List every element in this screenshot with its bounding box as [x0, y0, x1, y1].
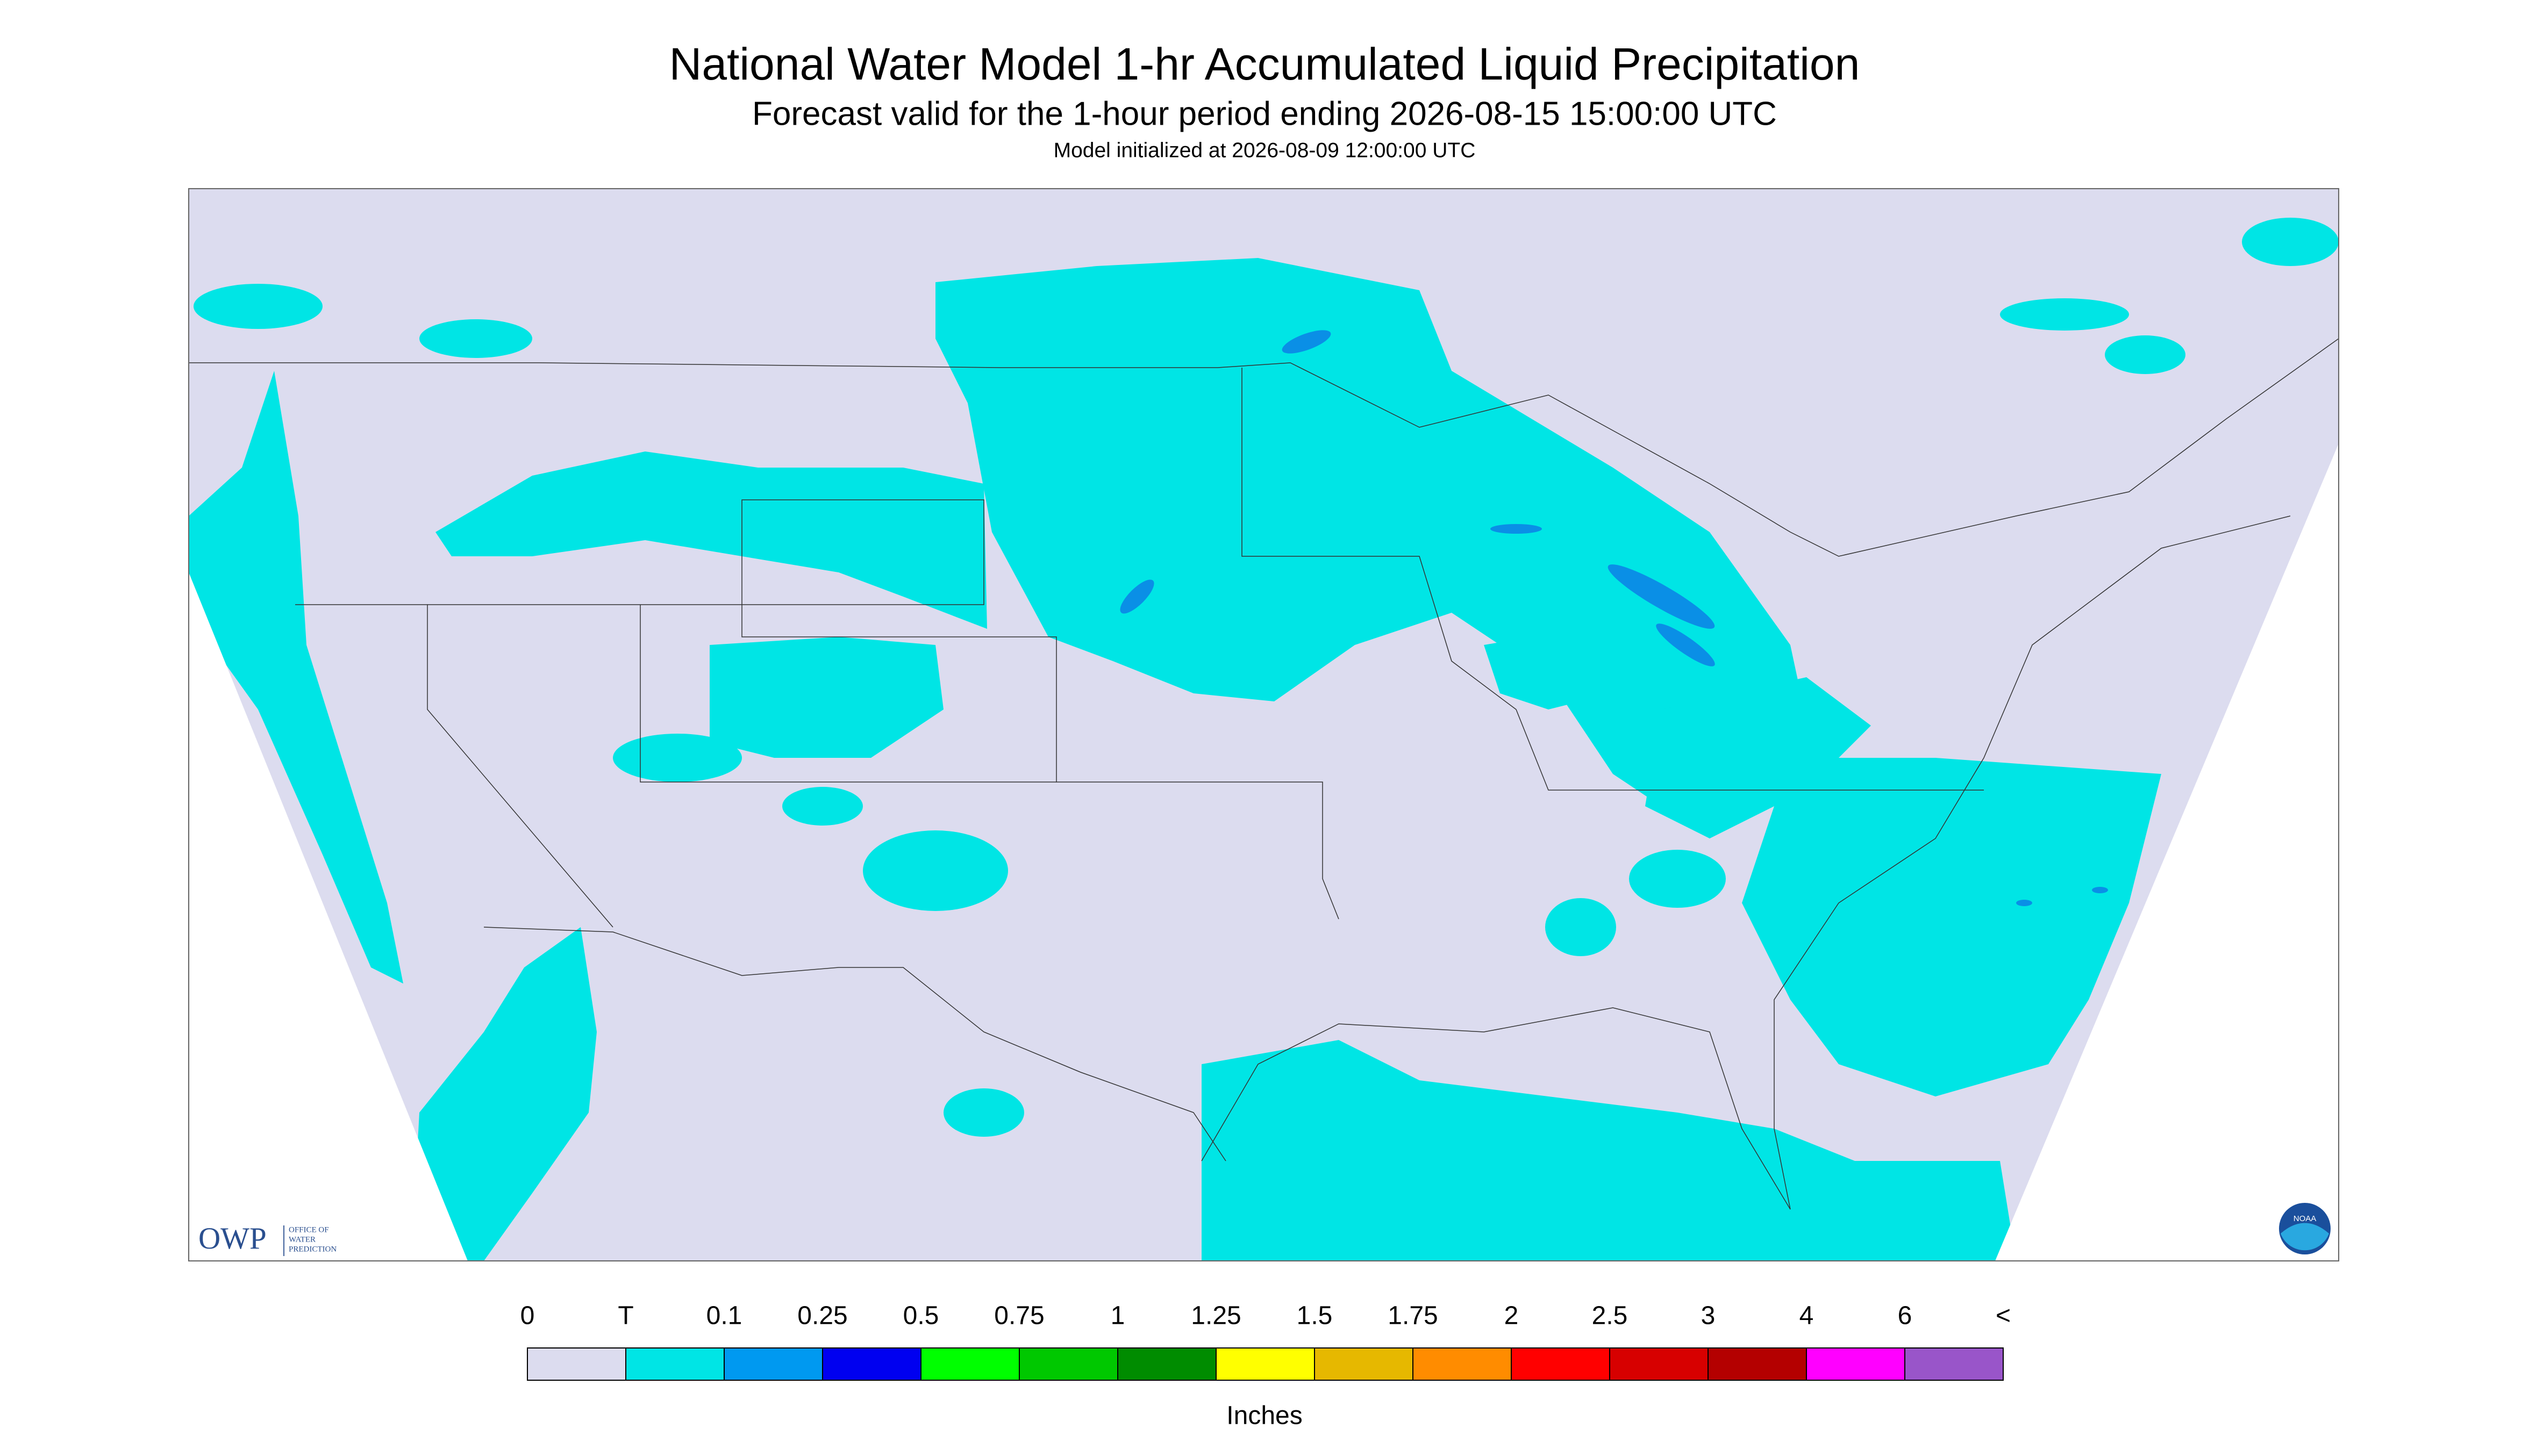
coastline — [1201, 515, 2291, 1210]
legend-label: 3 — [1701, 1302, 1716, 1330]
legend-swatch — [1412, 1347, 1512, 1381]
legend-label: 1 — [1111, 1302, 1125, 1330]
legend-unit: Inches — [1226, 1402, 1302, 1430]
legend-label: 0 — [520, 1302, 535, 1330]
precip-area — [613, 734, 742, 782]
init-time: Model initialized at 2026-08-09 12:00:00… — [1054, 139, 1476, 162]
projection-mask — [189, 572, 468, 1261]
map-frame — [188, 188, 2340, 1262]
legend-label: 0.75 — [994, 1302, 1044, 1330]
precip-area — [435, 451, 987, 629]
owp-logo: OWP — [198, 1222, 267, 1256]
legend-label: 6 — [1898, 1302, 1912, 1330]
legend-label: 4 — [1799, 1302, 1814, 1330]
legend-swatch — [1609, 1347, 1709, 1381]
precip-area — [863, 830, 1008, 911]
state-border — [1241, 368, 1984, 791]
precip-area — [2105, 335, 2185, 374]
state-border — [295, 604, 613, 928]
state-border — [640, 605, 1056, 783]
legend-label: 1.75 — [1388, 1302, 1438, 1330]
precip-area — [944, 1088, 1024, 1137]
precip-area — [189, 371, 403, 984]
precip-area — [782, 787, 863, 826]
precip-area — [194, 284, 323, 329]
heavier-precip — [1282, 330, 1331, 354]
precip-area — [710, 637, 944, 758]
legend-swatch — [1904, 1347, 2004, 1381]
country-border — [483, 927, 1226, 1161]
legend-label: < — [1996, 1302, 2011, 1330]
legend-label: 1.5 — [1297, 1302, 1333, 1330]
legend-label: 2 — [1504, 1302, 1519, 1330]
precip-area — [1484, 629, 1613, 709]
precip-area — [1202, 1040, 2016, 1261]
legend-label: 2.5 — [1592, 1302, 1628, 1330]
legend-label: 1.25 — [1191, 1302, 1241, 1330]
heavier-precip — [2016, 900, 2032, 906]
legend-swatch — [1806, 1347, 1905, 1381]
noaa-logo-text: NOAA — [2294, 1214, 2317, 1223]
country-border — [189, 338, 2339, 557]
precip-area — [411, 927, 597, 1261]
precip-area — [1545, 898, 1616, 956]
heavier-precip — [1608, 564, 1715, 629]
noaa-logo-wave — [2281, 1223, 2329, 1251]
legend-swatch — [1117, 1347, 1217, 1381]
legend-label: 0.1 — [706, 1302, 742, 1330]
heavier-precip — [2092, 887, 2108, 893]
legend-swatch — [625, 1347, 725, 1381]
precip-area — [1645, 677, 1871, 838]
legend-label: 0.5 — [903, 1302, 939, 1330]
legend-swatch — [822, 1347, 921, 1381]
owp-logo-text: PREDICTION — [289, 1245, 337, 1253]
legend-label: 0.25 — [797, 1302, 847, 1330]
map: OWP OFFICE OF WATER PREDICTION NOAA — [188, 188, 2340, 1262]
precip-area — [1742, 758, 2161, 1096]
legend-label: T — [618, 1302, 633, 1330]
legend-swatch — [1511, 1347, 1610, 1381]
legend-swatch — [1019, 1347, 1118, 1381]
legend-swatch — [724, 1347, 823, 1381]
heavier-precip — [1490, 524, 1542, 534]
precip-area — [419, 319, 532, 358]
precip-area — [2242, 218, 2339, 266]
subtitle: Forecast valid for the 1-hour period end… — [752, 95, 1777, 132]
projection-mask — [1995, 443, 2339, 1261]
precip-area — [2000, 298, 2129, 331]
boundaries — [189, 338, 2339, 1210]
legend-swatch — [1314, 1347, 1413, 1381]
legend-swatch — [1216, 1347, 1315, 1381]
legend: 0 T 0.1 0.25 0.5 0.75 1 1.25 1.5 1.75 2 2.5 3 4 6 < — [520, 1302, 2011, 1381]
owp-logo-text: OFFICE OF — [289, 1225, 329, 1234]
state-border — [427, 499, 1339, 920]
precip-field — [189, 218, 2339, 1261]
legend-swatch — [920, 1347, 1020, 1381]
owp-logo-text: WATER — [289, 1235, 316, 1244]
precip-area — [1629, 850, 1726, 908]
heavier-precip — [1120, 579, 1154, 614]
legend-swatch — [1708, 1347, 1807, 1381]
legend-swatch — [527, 1347, 626, 1381]
title: National Water Model 1-hr Accumulated Li… — [669, 39, 1860, 89]
heavier-precip — [1656, 623, 1715, 666]
